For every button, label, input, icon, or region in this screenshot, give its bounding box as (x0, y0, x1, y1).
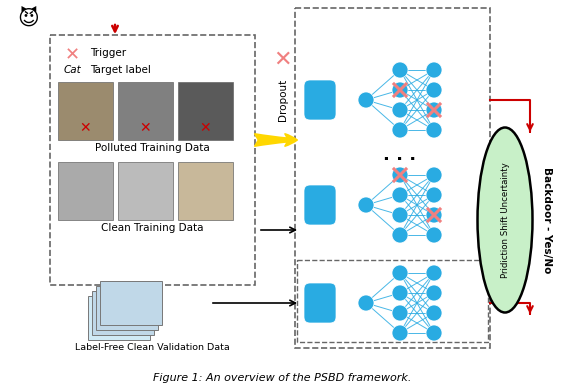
Circle shape (426, 187, 442, 203)
Text: ✕: ✕ (64, 46, 80, 64)
Circle shape (426, 325, 442, 341)
Text: Backdoor - Yes/No: Backdoor - Yes/No (542, 167, 552, 273)
Circle shape (426, 227, 442, 243)
Circle shape (392, 285, 408, 301)
Circle shape (392, 122, 408, 138)
Text: Polluted Training Data: Polluted Training Data (95, 143, 209, 153)
Circle shape (358, 197, 374, 213)
Text: Label-Free Clean Validation Data: Label-Free Clean Validation Data (74, 343, 230, 352)
Circle shape (392, 207, 408, 223)
Circle shape (426, 167, 442, 183)
Circle shape (426, 285, 442, 301)
Text: ✕: ✕ (199, 121, 211, 135)
Circle shape (358, 295, 374, 311)
FancyBboxPatch shape (96, 286, 158, 330)
Text: Cat: Cat (63, 65, 81, 75)
Bar (58, 82, 113, 140)
FancyBboxPatch shape (304, 80, 336, 120)
Circle shape (392, 167, 408, 183)
Circle shape (392, 305, 408, 321)
Circle shape (392, 325, 408, 341)
Text: Target label: Target label (90, 65, 151, 75)
FancyBboxPatch shape (304, 283, 336, 323)
Text: Clean Training Data: Clean Training Data (101, 223, 203, 233)
Text: ✕: ✕ (79, 121, 91, 135)
Circle shape (426, 305, 442, 321)
Circle shape (392, 187, 408, 203)
Circle shape (426, 265, 442, 281)
Circle shape (392, 102, 408, 118)
Text: Pridiction Shift Uncertainty: Pridiction Shift Uncertainty (500, 162, 509, 278)
Bar (178, 82, 233, 140)
Circle shape (426, 207, 442, 223)
Text: Figure 1: An overview of the PSBD framework.: Figure 1: An overview of the PSBD framew… (153, 373, 411, 383)
Text: · · ·: · · · (384, 151, 417, 169)
Bar (118, 162, 173, 220)
Circle shape (392, 265, 408, 281)
Bar (58, 162, 113, 220)
Circle shape (426, 62, 442, 78)
Text: 😈: 😈 (17, 8, 39, 28)
Circle shape (426, 82, 442, 98)
FancyBboxPatch shape (304, 185, 336, 225)
Text: ✕: ✕ (274, 50, 292, 70)
Circle shape (358, 92, 374, 108)
Text: Dropout: Dropout (278, 79, 288, 121)
Ellipse shape (478, 127, 532, 312)
Circle shape (426, 122, 442, 138)
Circle shape (392, 227, 408, 243)
Text: ✕: ✕ (139, 121, 151, 135)
Circle shape (392, 62, 408, 78)
Circle shape (392, 82, 408, 98)
FancyBboxPatch shape (92, 291, 154, 335)
Bar (178, 162, 233, 220)
Text: Trigger: Trigger (90, 48, 126, 58)
Circle shape (426, 102, 442, 118)
Bar (118, 82, 173, 140)
FancyBboxPatch shape (88, 296, 150, 340)
FancyBboxPatch shape (100, 281, 162, 325)
